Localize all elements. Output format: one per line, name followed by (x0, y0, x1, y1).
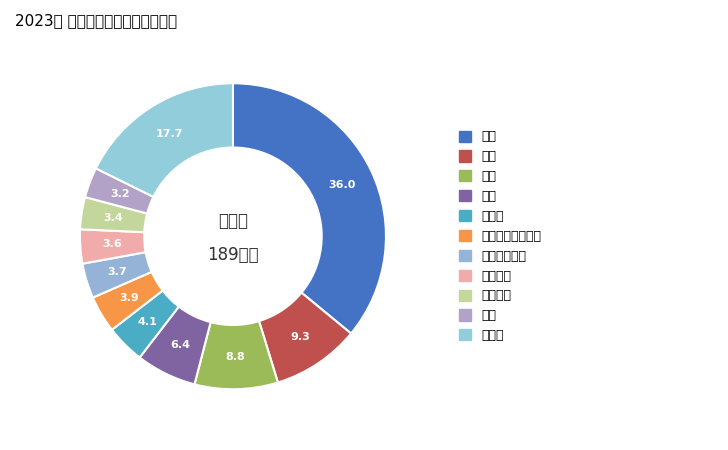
Text: 2023年 輸出相手国のシェア（％）: 2023年 輸出相手国のシェア（％） (15, 14, 177, 28)
Text: 3.9: 3.9 (119, 293, 139, 303)
Wedge shape (96, 83, 233, 197)
Text: 3.4: 3.4 (103, 213, 123, 223)
Legend: 中国, 韓国, タイ, 米国, インド, アラブ首長国連邦, インドネシア, ベトナム, オランダ, 台湾, その他: 中国, 韓国, タイ, 米国, インド, アラブ首長国連邦, インドネシア, ベ… (455, 126, 545, 346)
Text: 17.7: 17.7 (156, 129, 183, 139)
Text: 189億円: 189億円 (207, 246, 258, 264)
Wedge shape (194, 321, 278, 389)
Text: 3.6: 3.6 (103, 239, 122, 249)
Wedge shape (140, 306, 210, 384)
Wedge shape (112, 291, 179, 357)
Wedge shape (80, 197, 147, 232)
Text: 3.2: 3.2 (110, 189, 130, 199)
Text: 3.7: 3.7 (108, 266, 127, 277)
Wedge shape (233, 83, 386, 333)
Text: 8.8: 8.8 (226, 352, 245, 362)
Text: 6.4: 6.4 (170, 340, 190, 350)
Text: 36.0: 36.0 (328, 180, 356, 189)
Text: 総　額: 総 額 (218, 212, 248, 230)
Wedge shape (82, 252, 151, 297)
Text: 9.3: 9.3 (290, 332, 310, 342)
Text: 4.1: 4.1 (138, 317, 157, 327)
Wedge shape (259, 292, 351, 382)
Wedge shape (92, 272, 163, 330)
Wedge shape (85, 168, 154, 214)
Wedge shape (80, 230, 146, 264)
